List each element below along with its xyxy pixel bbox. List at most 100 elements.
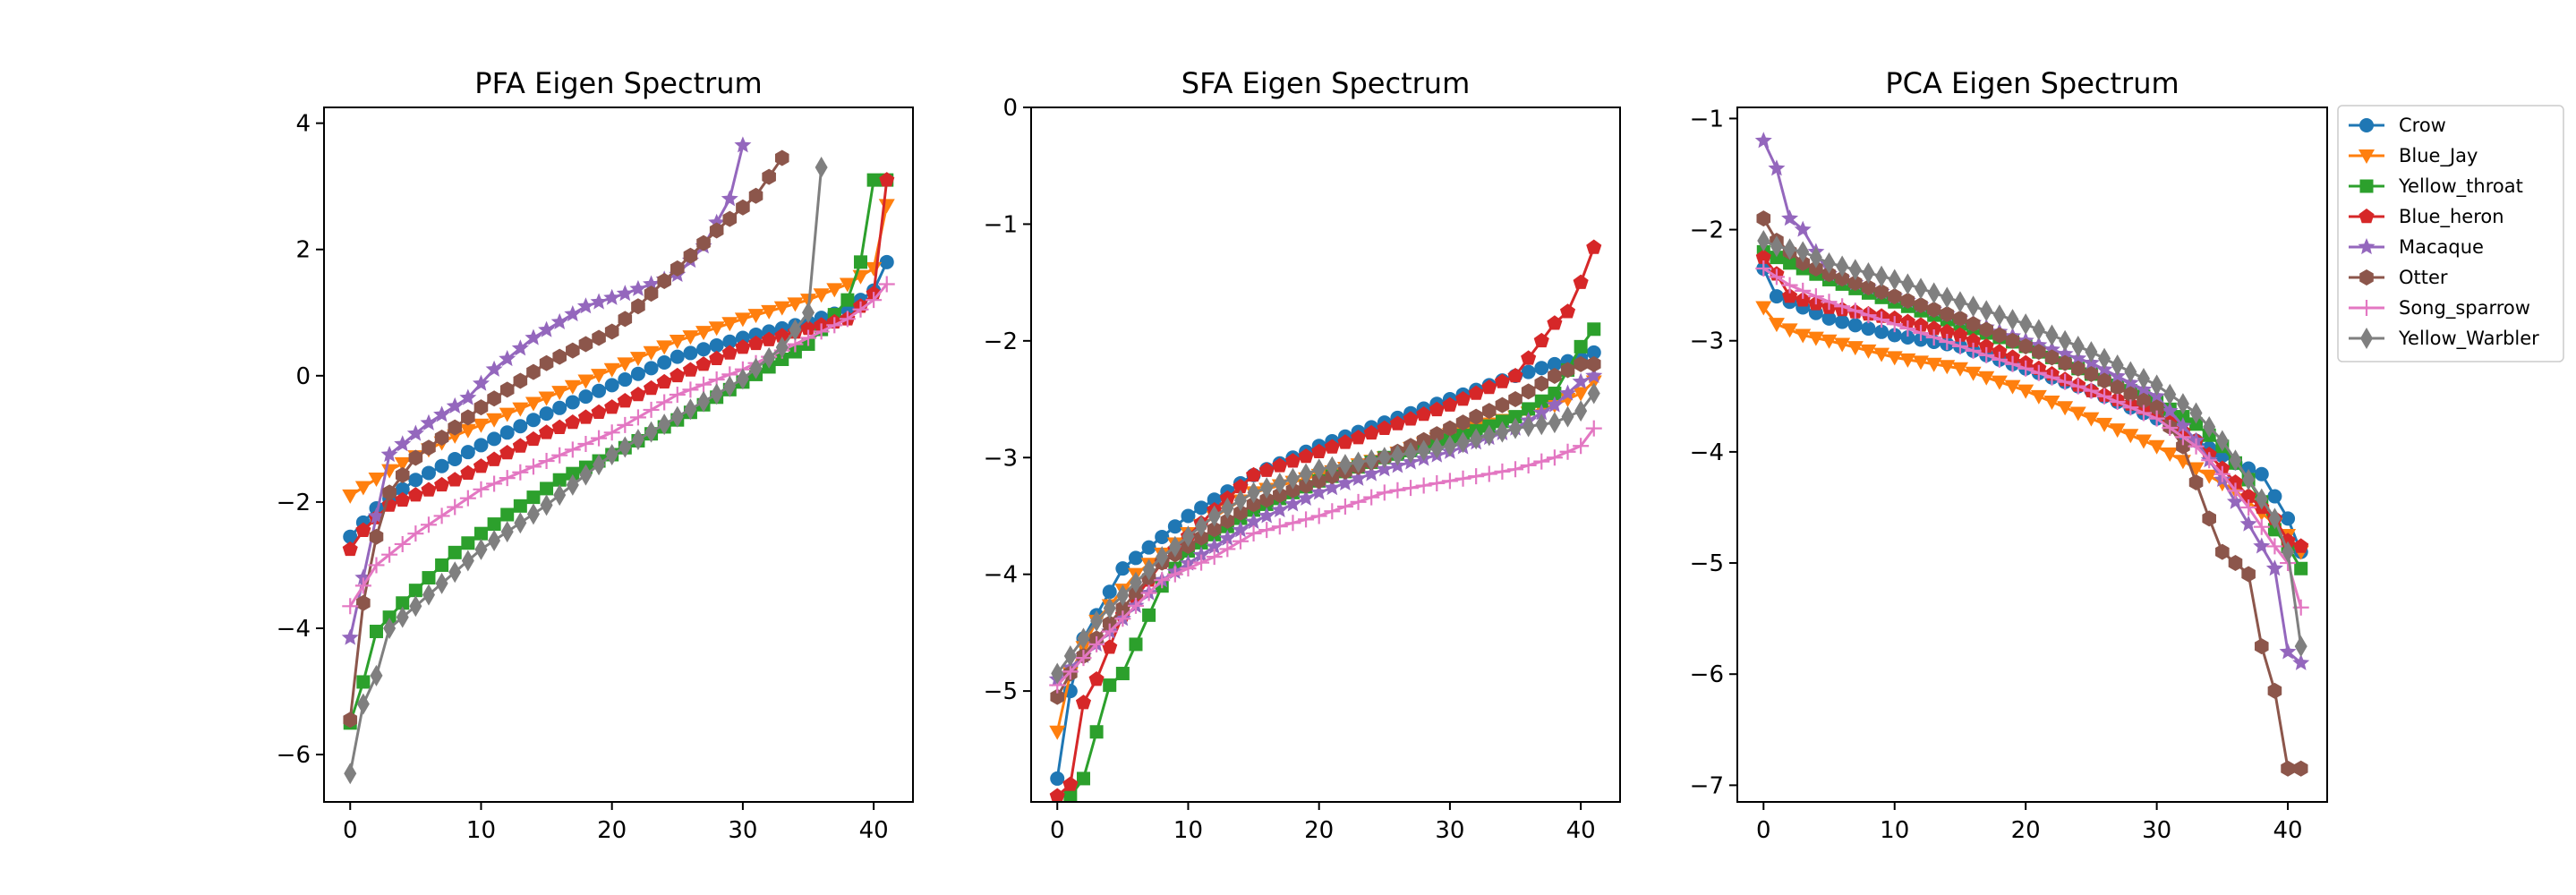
data-point [2266, 538, 2283, 555]
data-point [356, 594, 371, 611]
data-point [578, 389, 593, 405]
data-point [1900, 293, 1915, 310]
data-point [1167, 519, 1182, 534]
data-point [448, 561, 462, 584]
data-point [2017, 360, 2034, 377]
data-point [1940, 305, 1955, 322]
data-point [1181, 525, 1195, 548]
data-point [1103, 597, 1116, 619]
series-line-otter [348, 157, 784, 720]
data-point [2109, 423, 2126, 439]
data-point [1233, 504, 1248, 521]
data-point [1337, 434, 1353, 449]
data-point [644, 379, 660, 396]
data-point [395, 491, 411, 507]
data-point [826, 283, 843, 298]
y-tick-label: −6 [277, 742, 311, 769]
data-point [473, 418, 490, 433]
data-point [631, 298, 645, 315]
data-point [2215, 430, 2229, 452]
data-point [408, 584, 422, 598]
data-point [1546, 396, 1564, 413]
data-point [1350, 493, 1367, 510]
data-point [1245, 512, 1263, 530]
series-yellow-warbler [1051, 382, 1600, 685]
data-point [2004, 379, 2021, 395]
data-point [395, 466, 410, 483]
data-point [2148, 439, 2165, 455]
data-point [1768, 268, 1785, 286]
data-point [2267, 489, 2282, 504]
data-point [1559, 443, 1576, 460]
x-tick-label: 10 [466, 817, 496, 844]
data-point [342, 489, 359, 504]
data-point [487, 390, 501, 407]
data-point [2123, 386, 2138, 403]
data-point [722, 334, 738, 349]
data-point [394, 456, 411, 472]
data-point [1297, 489, 1315, 506]
data-point [1941, 286, 1954, 309]
data-point [2176, 393, 2189, 415]
data-point [394, 435, 412, 452]
data-point [1285, 482, 1301, 499]
data-point [552, 400, 567, 415]
data-point [1861, 279, 1876, 296]
data-point [762, 168, 776, 185]
data-point [1362, 465, 1380, 482]
data-point [356, 693, 370, 715]
data-point [644, 421, 658, 443]
data-point [629, 352, 646, 367]
data-point [1442, 396, 1458, 412]
data-point [789, 319, 802, 341]
data-point [1312, 458, 1326, 481]
data-point [2239, 515, 2257, 532]
data-point [343, 712, 358, 729]
data-point [670, 367, 686, 383]
data-point [670, 260, 685, 277]
data-point [1207, 521, 1222, 538]
data-point [2228, 555, 2243, 572]
x-tick-label: 30 [2142, 817, 2171, 844]
data-point [2241, 566, 2256, 583]
y-tick-label: −4 [1690, 439, 1724, 466]
x-tick-label: 40 [2273, 817, 2303, 844]
data-point [839, 311, 856, 328]
data-point [775, 352, 789, 366]
data-point [566, 466, 580, 481]
x-tick-label: 30 [1435, 817, 1464, 844]
data-point [565, 414, 581, 430]
data-point [591, 430, 608, 447]
data-point [1233, 490, 1247, 512]
data-point [590, 293, 608, 310]
data-point [395, 482, 410, 497]
data-point [800, 329, 817, 346]
data-point [2226, 492, 2244, 509]
legend-entry-blue-jay: Blue_Jay [2349, 145, 2478, 167]
axes-frame [323, 107, 914, 803]
data-point [459, 423, 476, 439]
data-point [1939, 323, 1955, 339]
data-point [2267, 682, 2282, 699]
data-point [1807, 288, 1824, 305]
data-point [1756, 210, 1771, 227]
data-point [618, 311, 633, 328]
data-point [761, 331, 777, 346]
data-point [1860, 344, 1877, 359]
data-point [748, 187, 763, 204]
data-point [1389, 482, 1406, 499]
data-point [1142, 608, 1156, 622]
data-point [434, 476, 450, 492]
data-point [1245, 525, 1262, 542]
data-point [435, 572, 448, 594]
data-point [656, 340, 673, 355]
data-point [1782, 288, 1798, 303]
data-point [1546, 449, 1563, 466]
data-point [1260, 477, 1274, 499]
data-point [1365, 448, 1378, 471]
data-point [734, 136, 752, 153]
data-point [2058, 354, 2072, 371]
data-point [1089, 725, 1104, 739]
data-point [2083, 412, 2100, 427]
